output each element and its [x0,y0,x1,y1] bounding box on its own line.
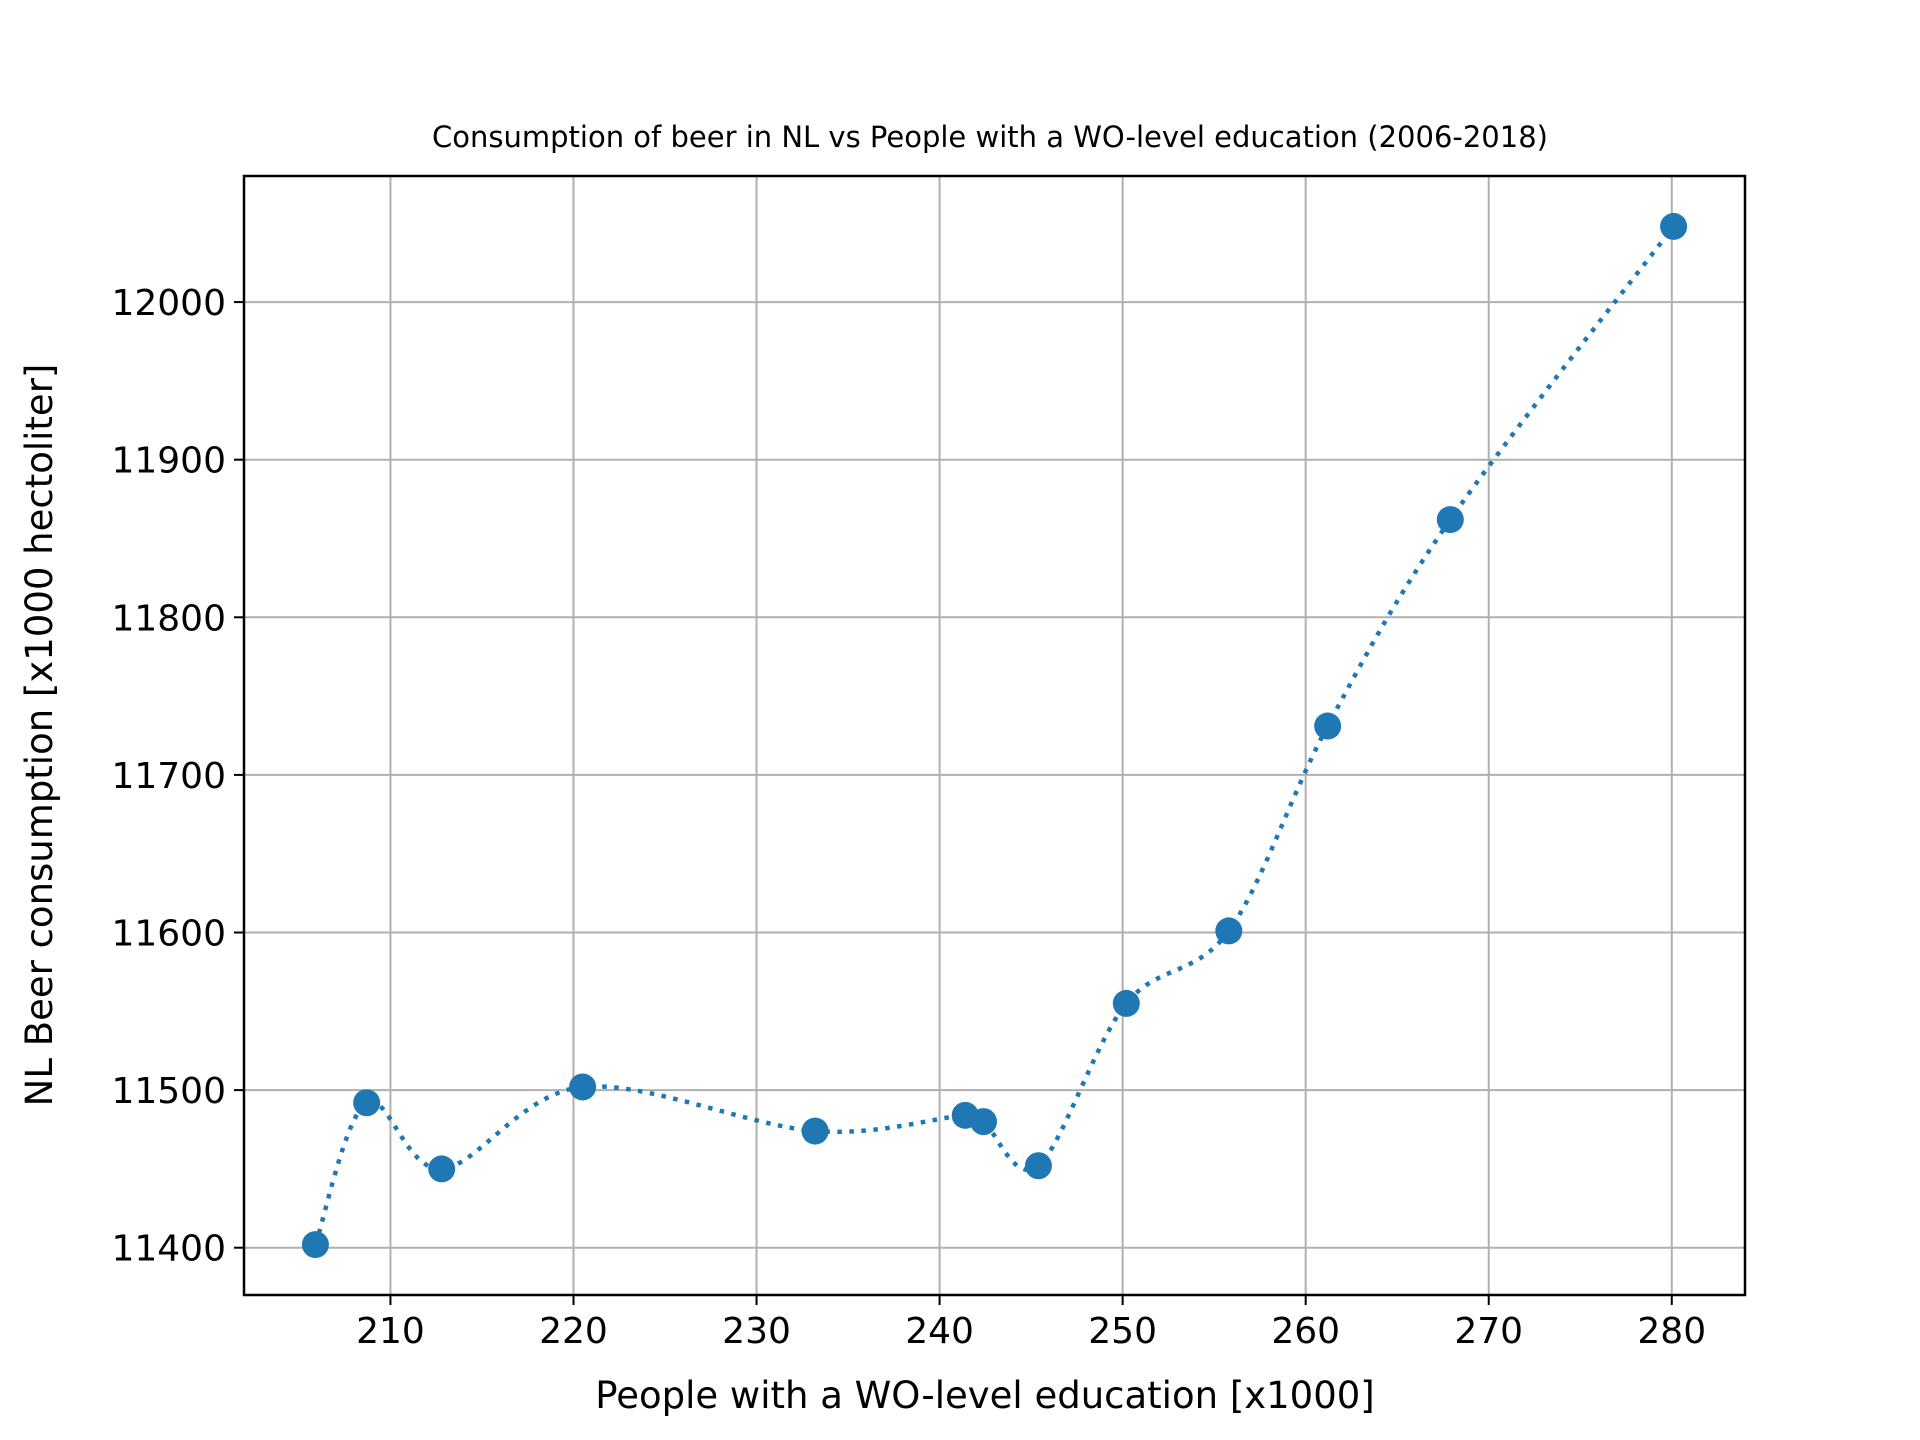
y-tick-label: 11800 [111,598,226,639]
series-line [313,225,1676,1246]
x-tick-label: 230 [722,1311,791,1352]
data-point [1314,712,1342,740]
x-tick-label: 270 [1454,1311,1523,1352]
data-point [301,1231,329,1259]
data-point [428,1155,456,1183]
y-tick-label: 11900 [111,441,226,482]
data-point [1112,989,1140,1017]
data-point [569,1073,597,1101]
y-tick-label: 12000 [111,283,226,324]
chart-title: Consumption of beer in NL vs People with… [432,120,1548,154]
x-axis-ticks: 210 220 230 240 250 260 270 280 [356,1295,1706,1352]
y-axis-label: NL Beer consumption [x1000 hectoliter] [18,364,61,1107]
data-point [1024,1152,1052,1180]
x-tick-label: 260 [1271,1311,1340,1352]
y-tick-label: 11600 [111,914,226,955]
data-point [801,1117,829,1145]
x-tick-label: 280 [1637,1311,1706,1352]
y-tick-label: 11500 [111,1071,226,1112]
x-tick-label: 210 [356,1311,425,1352]
data-point [970,1108,998,1136]
x-tick-label: 240 [905,1311,974,1352]
x-tick-label: 250 [1088,1311,1157,1352]
data-point [1660,212,1688,240]
y-tick-label: 11400 [111,1229,226,1270]
x-axis-label: People with a WO-level education [x1000] [595,1374,1375,1417]
plot-frame [242,174,1747,1297]
data-point [1215,917,1243,945]
grid-lines [244,176,1745,1295]
data-points [301,212,1688,1259]
trend-line [313,225,1676,1246]
y-tick-label: 11700 [111,756,226,797]
x-tick-label: 220 [539,1311,608,1352]
data-point [1436,506,1464,534]
data-point [353,1089,381,1117]
y-axis-ticks: 11400 11500 11600 11700 11800 11900 12000 [111,283,244,1270]
